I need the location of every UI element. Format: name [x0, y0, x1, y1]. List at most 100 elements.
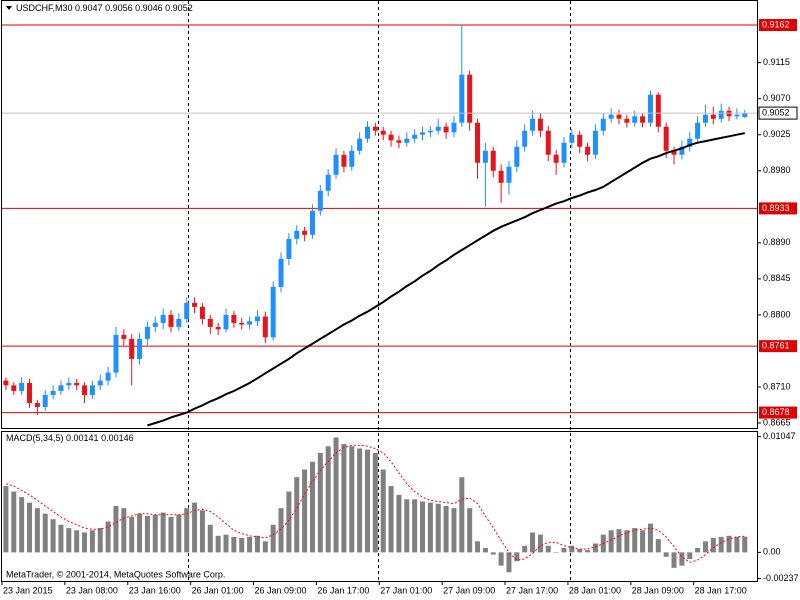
macd-bar — [561, 547, 567, 553]
x-tick-label: 27 Jan 17:00 — [506, 585, 558, 595]
level-label-box — [759, 19, 797, 32]
macd-bar — [553, 552, 559, 553]
candle-body — [42, 394, 48, 407]
macd-bar — [144, 515, 150, 553]
macd-bar — [286, 491, 292, 553]
moving-average — [147, 132, 745, 427]
macd-bar — [325, 446, 331, 553]
macd-bar — [50, 519, 56, 553]
main-layer: 0.9115 0.9070 0.9025 0.8980 0.8890 0.8845 0.88… — [2, 19, 798, 427]
macd-bar — [105, 521, 111, 553]
y-tick-label: 0.9070 — [763, 93, 791, 103]
macd-bar — [3, 486, 9, 553]
candle-body — [475, 122, 481, 163]
candle-body — [19, 382, 25, 391]
candle-body — [137, 338, 143, 359]
candle-body — [66, 382, 72, 386]
signal-line — [5, 444, 745, 563]
macd-bar — [475, 541, 481, 553]
candle-body — [592, 130, 598, 155]
candle-body — [482, 150, 488, 163]
macd-bar — [89, 530, 95, 553]
macd-bar — [294, 477, 300, 553]
candle-body — [105, 372, 111, 381]
candle-body — [718, 110, 724, 119]
candle-body — [50, 390, 56, 395]
macd-bar — [333, 437, 339, 553]
macd-bar — [192, 502, 198, 553]
candle-body — [451, 122, 457, 133]
macd-bar — [58, 524, 64, 553]
macd-bar — [254, 535, 260, 553]
macd-bar — [616, 529, 622, 553]
candle-body — [396, 140, 402, 143]
candle-body — [380, 130, 386, 135]
candle-body — [341, 154, 347, 167]
footer: MetaTrader, © 2001-2014, MetaQuotes Soft… — [6, 569, 225, 579]
candle-body — [357, 138, 363, 151]
candle-body — [254, 316, 260, 322]
period-separators — [188, 1, 571, 581]
macd-bar — [506, 552, 512, 573]
candle-body — [742, 113, 748, 118]
macd-bar — [317, 452, 323, 553]
macd-bar — [341, 444, 347, 553]
macd-bar — [624, 530, 630, 553]
y-tick-label: 0.9025 — [763, 129, 791, 139]
macd-bar — [482, 547, 488, 553]
y-tick-label: 0.00 — [763, 547, 781, 557]
candle-body — [459, 74, 465, 123]
candle-body — [734, 114, 740, 117]
candle-body — [687, 138, 693, 147]
candle-body — [176, 318, 182, 327]
macd-bar — [467, 508, 473, 553]
macd-value: 0.00141 — [66, 433, 99, 443]
macd-bar — [702, 541, 708, 553]
x-tick-label: 28 Jan 01:00 — [569, 585, 621, 595]
candle-body — [569, 134, 575, 143]
macd-bar — [679, 552, 685, 566]
macd-bar — [490, 552, 496, 555]
macd-bar — [239, 538, 245, 553]
macd-bar — [608, 530, 614, 553]
macd-bar — [530, 532, 536, 553]
macd-bar — [97, 528, 103, 553]
candle-body — [490, 150, 496, 171]
macd-bar — [435, 503, 441, 553]
x-tick-label: 23 Jan 2015 — [3, 585, 53, 595]
candle-body — [89, 385, 95, 395]
candle-body — [632, 116, 638, 123]
macd-bar — [34, 508, 40, 553]
candle-body — [679, 146, 685, 155]
candle-body — [302, 230, 308, 235]
macd-bar — [231, 536, 237, 553]
close: 0.9052 — [165, 3, 193, 13]
candle-body — [514, 146, 520, 167]
macd-bar — [742, 536, 748, 553]
candle-body — [215, 326, 221, 330]
candle-body — [207, 318, 213, 327]
candle-body — [545, 130, 551, 155]
candle-body — [144, 326, 150, 339]
y-tick-label: 0.8980 — [763, 165, 791, 175]
macd-bar — [42, 513, 48, 553]
candle-body — [294, 230, 300, 239]
candle-body — [435, 126, 441, 131]
indicator-name: MACD(5,34,5) — [6, 433, 64, 443]
candle-body — [427, 130, 433, 133]
macd-bar — [420, 501, 426, 553]
candle-body — [113, 334, 119, 373]
macd-bar — [152, 514, 158, 553]
candle-body — [74, 382, 80, 386]
candle-body — [286, 238, 292, 259]
macd-bar — [302, 469, 308, 553]
macd-bar — [199, 510, 205, 553]
candle-body — [278, 258, 284, 287]
candle-body — [522, 130, 528, 147]
candle-body — [27, 382, 33, 403]
symbol: USDCHF,M30 — [16, 3, 73, 13]
level-label-box — [759, 202, 797, 215]
candle-body — [168, 314, 174, 327]
macd-bar — [388, 486, 394, 553]
